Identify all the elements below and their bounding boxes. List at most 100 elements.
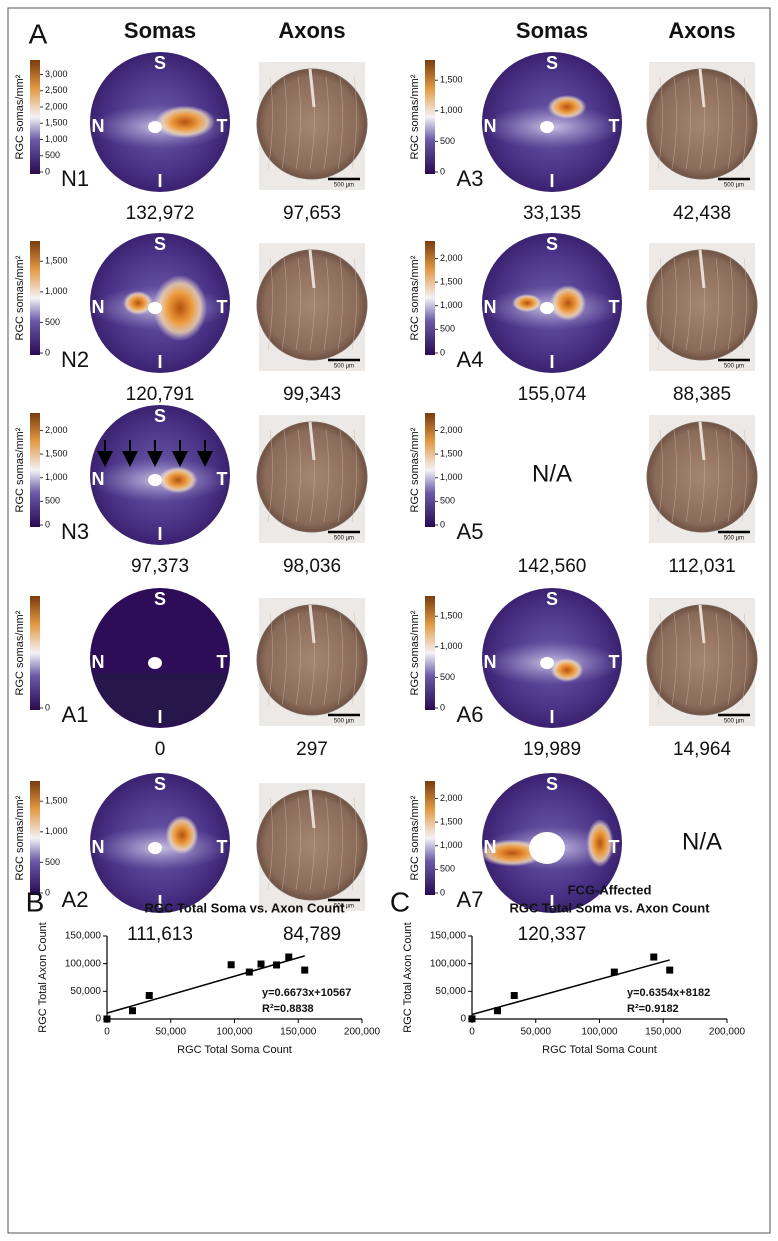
nerve-texture xyxy=(713,612,719,706)
colorbar-tick-label: 0 xyxy=(440,702,445,712)
density-hotspot xyxy=(155,105,215,139)
nerve-texture xyxy=(741,429,747,523)
nerve-texture xyxy=(281,612,287,706)
data-point xyxy=(245,968,253,976)
x-tick-label: 100,000 xyxy=(216,1027,253,1038)
orientation-label: N xyxy=(484,837,497,857)
density-hotspot xyxy=(165,815,199,855)
column-header: Somas xyxy=(516,18,588,43)
colorbar-tick-label: 1,500 xyxy=(440,75,463,85)
data-point xyxy=(128,1007,136,1015)
colorbar-tick-label: 2,000 xyxy=(440,253,463,263)
soma-map-note: N/A xyxy=(532,460,572,487)
optic-disc xyxy=(148,302,162,314)
colorbar-tick-label: 2,000 xyxy=(45,425,68,435)
orientation-label: I xyxy=(157,352,162,372)
axon-count: 42,438 xyxy=(673,203,731,224)
orientation-label: N xyxy=(92,652,105,672)
optic-disc xyxy=(529,832,565,864)
axon-count: 97,653 xyxy=(283,203,341,224)
y-axis-label: RGC Total Axon Count xyxy=(37,922,49,1032)
colorbar-label: RGC somas/mm² xyxy=(14,255,26,340)
chart-title: FCG-Affected xyxy=(568,882,652,897)
colorbar-tick-label: 500 xyxy=(45,150,60,160)
nerve-septum xyxy=(698,68,706,108)
nerve-texture xyxy=(741,76,747,170)
nerve-texture xyxy=(337,76,343,170)
colorbar-tick-label: 1,000 xyxy=(45,472,68,482)
orientation-label: I xyxy=(157,707,162,727)
scale-bar-label: 500 µm xyxy=(334,536,354,542)
colorbar-tick-label: 0 xyxy=(440,519,445,529)
orientation-label: S xyxy=(154,774,166,794)
nerve-texture xyxy=(323,429,329,523)
nerve-texture xyxy=(713,257,719,351)
nerve-texture xyxy=(267,612,273,706)
nerve-texture xyxy=(337,797,343,891)
colorbar-tick-label: 1,000 xyxy=(440,472,463,482)
orientation-label: T xyxy=(609,116,620,136)
nerve-texture xyxy=(685,612,691,706)
soma-count: 120,337 xyxy=(518,924,587,945)
colorbar-tick-label: 1,000 xyxy=(45,286,68,296)
nerve-texture xyxy=(671,429,677,523)
density-hotspot xyxy=(123,291,153,315)
colorbar-tick-label: 2,000 xyxy=(45,101,68,111)
orientation-label: S xyxy=(154,234,166,254)
optic-disc xyxy=(148,121,162,133)
orientation-label: T xyxy=(217,469,228,489)
scale-bar-label: 500 µm xyxy=(724,536,744,542)
orientation-label: T xyxy=(609,297,620,317)
orientation-label: I xyxy=(549,892,554,912)
optic-disc xyxy=(540,657,554,669)
x-axis-label: RGC Total Soma Count xyxy=(177,1044,292,1056)
nerve-texture xyxy=(267,257,273,351)
colorbar-tick-label: 2,000 xyxy=(440,793,463,803)
soma-count: 132,972 xyxy=(126,203,195,224)
axon-image-note: N/A xyxy=(682,828,722,855)
nerve-texture xyxy=(685,429,691,523)
colorbar-tick-label: 0 xyxy=(440,166,445,176)
data-point xyxy=(257,960,265,968)
nerve-texture xyxy=(337,612,343,706)
density-hotspot xyxy=(547,95,587,119)
nerve-texture xyxy=(727,76,733,170)
colorbar-tick-label: 500 xyxy=(45,496,60,506)
column-header: Somas xyxy=(124,18,196,43)
colorbar-label: RGC somas/mm² xyxy=(409,795,421,880)
panel-label: A xyxy=(29,18,48,49)
x-tick-label: 100,000 xyxy=(581,1027,618,1038)
optic-disc xyxy=(148,657,162,669)
orientation-label: S xyxy=(546,774,558,794)
x-tick-label: 200,000 xyxy=(344,1027,381,1038)
data-point xyxy=(301,966,309,974)
colorbar-tick-label: 1,000 xyxy=(45,134,68,144)
orientation-label: N xyxy=(92,297,105,317)
fit-equation: y=0.6673x+10567 xyxy=(262,987,351,999)
orientation-label: S xyxy=(154,53,166,73)
nerve-texture xyxy=(685,257,691,351)
y-tick-label: 0 xyxy=(460,1014,466,1025)
density-hotspot xyxy=(512,294,542,312)
nerve-texture xyxy=(337,429,343,523)
colorbar-label: RGC somas/mm² xyxy=(409,255,421,340)
colorbar xyxy=(30,413,40,527)
nerve-texture xyxy=(281,797,287,891)
density-hotspot xyxy=(586,819,614,867)
nerve-texture xyxy=(351,76,357,170)
eye-id: A1 xyxy=(62,702,89,727)
optic-disc xyxy=(540,121,554,133)
nerve-texture xyxy=(281,429,287,523)
colorbar xyxy=(425,596,435,710)
orientation-label: T xyxy=(609,837,620,857)
colorbar-tick-label: 500 xyxy=(440,864,455,874)
colorbar xyxy=(30,781,40,895)
optic-disc xyxy=(540,302,554,314)
colorbar-tick-label: 500 xyxy=(440,672,455,682)
colorbar-tick-label: 1,000 xyxy=(440,641,463,651)
fit-line xyxy=(471,959,670,1016)
nerve-texture xyxy=(741,612,747,706)
soma-count: 111,613 xyxy=(127,924,193,945)
eye-id: N1 xyxy=(61,166,89,191)
colorbar xyxy=(30,60,40,174)
